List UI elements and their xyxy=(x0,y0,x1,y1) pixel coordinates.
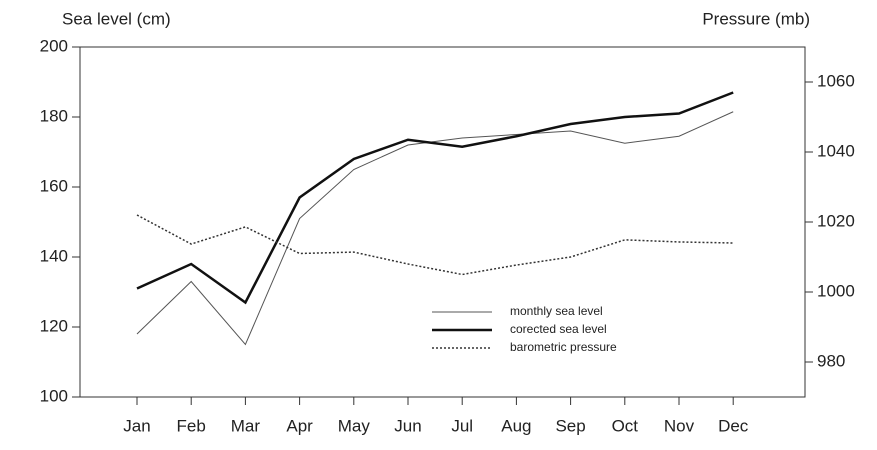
y-tick-label: 140 xyxy=(40,246,68,265)
y-tick-label: 100 xyxy=(40,386,68,405)
series-line xyxy=(136,111,734,346)
legend-label: monthly sea level xyxy=(510,304,603,318)
y-axis-label: Sea level (cm) xyxy=(62,9,171,28)
x-tick-label: May xyxy=(338,416,371,435)
y2-tick-label: 1040 xyxy=(817,141,855,160)
x-tick-label: Oct xyxy=(612,416,639,435)
x-tick-label: Dec xyxy=(718,416,749,435)
x-tick-label: Aug xyxy=(501,416,531,435)
x-tick-label: Feb xyxy=(177,416,206,435)
plot-frame xyxy=(79,46,806,398)
x-tick-label: Apr xyxy=(286,416,313,435)
y2-tick-label: 1060 xyxy=(817,71,855,90)
y2-axis-label: Pressure (mb) xyxy=(702,9,810,28)
x-tick-label: Nov xyxy=(664,416,695,435)
y2-tick-label: 1000 xyxy=(817,281,855,300)
series-line xyxy=(136,91,734,305)
legend-label: barometric pressure xyxy=(510,340,617,354)
y-tick-label: 160 xyxy=(40,176,68,195)
x-tick-label: Jun xyxy=(394,416,421,435)
y-tick-label: 180 xyxy=(40,106,68,125)
x-tick-label: Sep xyxy=(555,416,585,435)
y2-tick-label: 980 xyxy=(817,351,845,370)
x-tick-label: Mar xyxy=(231,416,261,435)
legend-label: corected sea level xyxy=(510,322,607,336)
x-tick-label: Jul xyxy=(451,416,473,435)
y-tick-label: 200 xyxy=(40,36,68,55)
series-line xyxy=(136,214,734,276)
y-tick-label: 120 xyxy=(40,316,68,335)
y2-tick-label: 1020 xyxy=(817,211,855,230)
x-tick-label: Jan xyxy=(123,416,150,435)
